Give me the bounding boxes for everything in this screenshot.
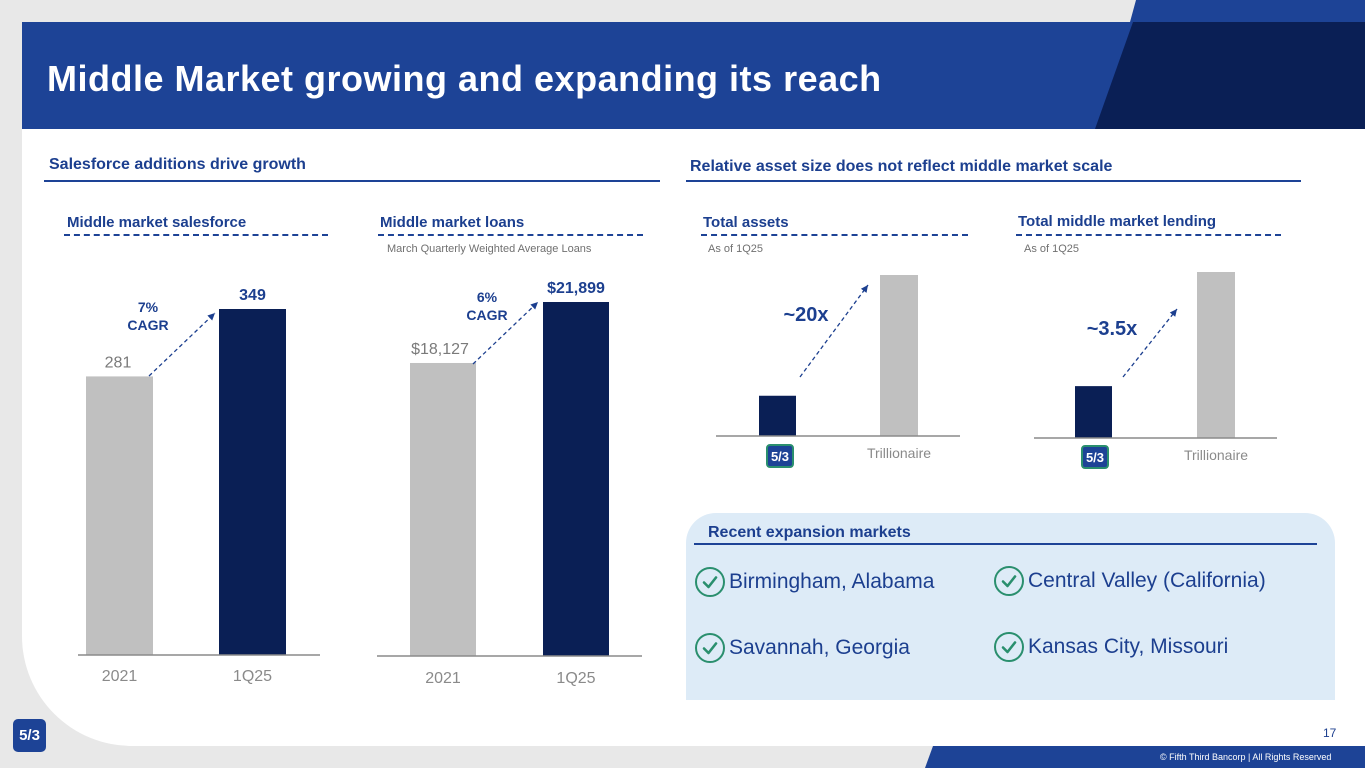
- header-dark-accent: [1095, 22, 1365, 129]
- market-label: Savannah, Georgia: [729, 636, 910, 659]
- loans-title-divider: [378, 234, 643, 236]
- page-title: Middle Market growing and expanding its …: [47, 58, 882, 99]
- assets-chart: Trillionaire ~20x: [716, 275, 960, 461]
- tick-label: Trillionaire: [867, 445, 931, 461]
- fifth-third-logo-icon: 5/3: [1081, 445, 1109, 469]
- tick-label: 2021: [425, 670, 461, 687]
- assets-chart-subtitle: As of 1Q25: [708, 243, 764, 255]
- market-label: Central Valley (California): [1028, 569, 1266, 592]
- tick-label: 1Q25: [233, 668, 272, 685]
- page-number: 17: [1323, 726, 1337, 740]
- expansion-panel: Recent expansion markets Birmingham, Ala…: [686, 513, 1335, 700]
- loans-chart-subtitle: March Quarterly Weighted Average Loans: [387, 243, 592, 255]
- salesforce-title-divider: [64, 234, 328, 236]
- right-section-rule: [686, 180, 1301, 182]
- tick-label: Trillionaire: [1184, 447, 1248, 463]
- cagr-label: CAGR: [466, 307, 507, 323]
- growth-arrow-line: [1122, 308, 1178, 378]
- expansion-rule: [694, 543, 1317, 545]
- market-item: Savannah, Georgia: [695, 633, 910, 663]
- multiple-label: ~3.5x: [1087, 318, 1138, 340]
- header-bar: Middle Market growing and expanding its …: [22, 22, 1365, 129]
- checkmark-icon: [994, 632, 1024, 662]
- right-section-title: Relative asset size does not reflect mid…: [690, 158, 1113, 175]
- market-label: Birmingham, Alabama: [729, 570, 935, 593]
- lending-title-divider: [1016, 234, 1281, 236]
- tick-label: 2021: [102, 668, 138, 685]
- checkmark-icon: [695, 567, 725, 597]
- cagr-percent: 7%: [138, 299, 159, 315]
- assets-chart-title: Total assets: [703, 214, 789, 231]
- bar-2021: [410, 362, 476, 656]
- arrowhead-icon: [1169, 309, 1177, 317]
- cagr-label: CAGR: [127, 317, 168, 333]
- market-item: Birmingham, Alabama: [695, 567, 934, 597]
- data-label: $18,127: [411, 341, 469, 358]
- arrowhead-icon: [860, 285, 868, 293]
- arrowhead-icon: [530, 302, 538, 310]
- copyright: © Fifth Third Bancorp | All Rights Reser…: [1160, 752, 1332, 762]
- bar-trillionaire: [880, 275, 918, 436]
- tick-label: 1Q25: [556, 670, 595, 687]
- lending-chart: Trillionaire ~3.5x: [1034, 272, 1277, 463]
- lending-chart-subtitle: As of 1Q25: [1024, 243, 1080, 255]
- bar-fifth-third: [1075, 386, 1112, 438]
- growth-arrow-line: [472, 301, 539, 365]
- checkmark-icon: [994, 566, 1024, 596]
- cagr-percent: 6%: [477, 289, 498, 305]
- loans-chart: $18,127 2021 $21,899 1Q25 6% CAGR: [377, 280, 642, 687]
- brand-logo: 5/3: [13, 719, 46, 752]
- checkmark-icon: [695, 633, 725, 663]
- bar-2021: [86, 376, 153, 655]
- arrowhead-icon: [207, 313, 215, 321]
- left-section-rule: [44, 180, 660, 182]
- bar-trillionaire: [1197, 272, 1235, 438]
- assets-title-divider: [701, 234, 968, 236]
- market-label: Kansas City, Missouri: [1028, 635, 1229, 658]
- bar-1q25: [543, 302, 609, 656]
- salesforce-chart-title: Middle market salesforce: [67, 214, 247, 231]
- bar-fifth-third: [759, 395, 796, 436]
- footer-bar: [925, 746, 1365, 768]
- market-item: Kansas City, Missouri: [994, 632, 1228, 662]
- loans-chart-title: Middle market loans: [380, 214, 525, 231]
- bar-1q25: [219, 309, 286, 655]
- lending-chart-title: Total middle market lending: [1018, 213, 1217, 230]
- data-label: 349: [239, 287, 266, 304]
- multiple-label: ~20x: [783, 304, 828, 326]
- fifth-third-logo-icon: 5/3: [766, 444, 794, 468]
- data-label: 281: [105, 354, 132, 371]
- market-item: Central Valley (California): [994, 566, 1266, 596]
- left-section-title: Salesforce additions drive growth: [49, 156, 306, 173]
- growth-arrow-line: [799, 284, 869, 378]
- salesforce-chart: 281 2021 349 1Q25 7% CAGR: [78, 287, 320, 685]
- data-label: $21,899: [547, 280, 605, 297]
- header-corner-accent: [1130, 0, 1365, 22]
- growth-arrow-line: [148, 312, 216, 377]
- expansion-title: Recent expansion markets: [708, 524, 911, 541]
